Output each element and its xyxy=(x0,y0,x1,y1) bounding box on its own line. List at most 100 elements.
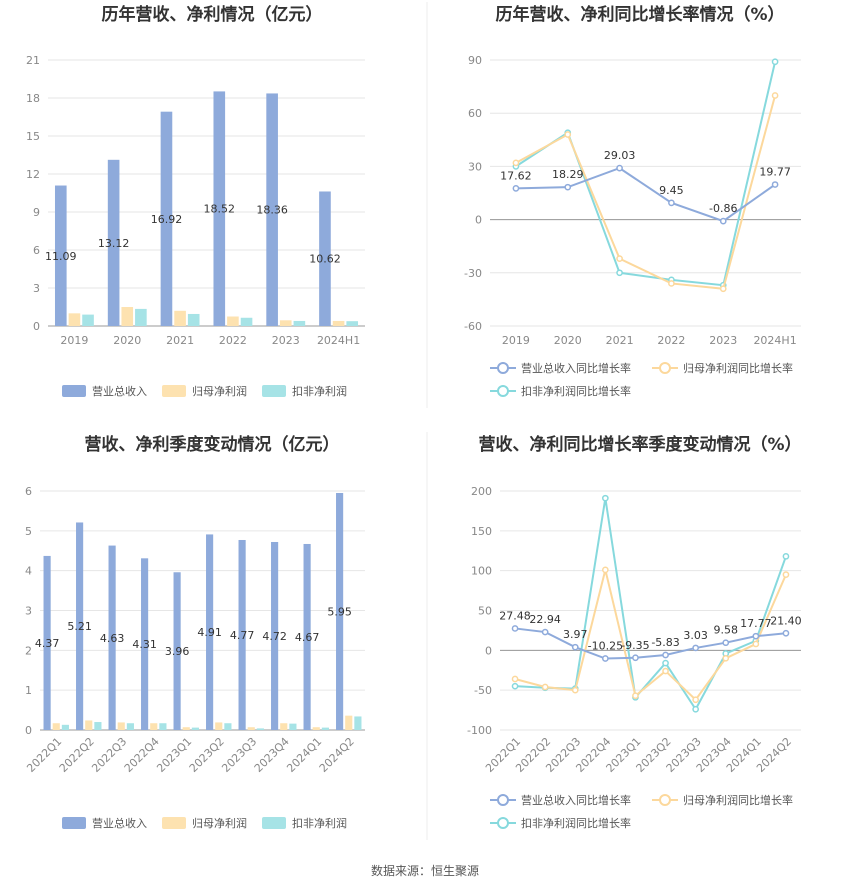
bar-net-profit xyxy=(117,722,125,730)
line-point xyxy=(771,58,779,66)
legend-swatch xyxy=(62,817,86,829)
line-point xyxy=(571,643,579,651)
x-tick-label: 2024H1 xyxy=(317,334,360,347)
bar-deducted-profit xyxy=(61,724,69,730)
y-tick-label: -100 xyxy=(467,724,492,737)
data-label: 4.37 xyxy=(35,637,60,650)
line-point xyxy=(719,217,727,225)
y-tick-label: 6 xyxy=(25,485,32,498)
y-tick-label: 3 xyxy=(33,282,40,295)
y-tick-label: 4 xyxy=(25,565,32,578)
bar-net-profit xyxy=(345,715,353,730)
bar-revenue xyxy=(108,545,116,730)
legend-marker xyxy=(497,362,509,374)
line-point xyxy=(571,686,579,694)
x-tick-label: 2022Q2 xyxy=(57,735,97,775)
y-tick-label: 1 xyxy=(25,684,32,697)
y-tick-label: 90 xyxy=(468,54,482,67)
data-label: 29.03 xyxy=(604,149,636,162)
line-point xyxy=(564,183,572,191)
bar-net-profit xyxy=(280,723,288,730)
data-label: 11.09 xyxy=(45,250,77,263)
legend-label: 归母净利润同比增长率 xyxy=(683,361,793,375)
line-point xyxy=(541,628,549,636)
x-tick-label: 2024H1 xyxy=(753,334,796,347)
bar-net-profit xyxy=(85,720,93,730)
y-tick-label: 30 xyxy=(468,160,482,173)
line-point xyxy=(511,682,519,690)
y-tick-label: 100 xyxy=(471,565,492,578)
series-line xyxy=(514,498,787,712)
line-point xyxy=(719,285,727,293)
bar-revenue xyxy=(141,558,149,730)
legend-marker xyxy=(497,385,509,397)
data-source-note: 数据来源：恒生聚源 xyxy=(370,864,479,878)
data-label: 17.62 xyxy=(500,169,532,182)
bar-deducted-profit xyxy=(135,308,147,326)
y-tick-label: 6 xyxy=(33,244,40,257)
bar-revenue xyxy=(336,492,344,730)
y-tick-label: 0 xyxy=(485,644,492,657)
x-tick-label: 2024Q2 xyxy=(317,735,357,775)
bar-deducted-profit xyxy=(159,723,167,730)
line-point xyxy=(632,692,639,700)
bar-net-profit xyxy=(150,723,158,730)
legend-label: 扣非净利润同比增长率 xyxy=(521,816,631,830)
bar-net-profit xyxy=(52,723,60,730)
data-label: 4.67 xyxy=(295,631,320,644)
bar-net-profit xyxy=(312,727,320,730)
bar-revenue xyxy=(213,91,226,326)
line-point xyxy=(662,667,669,675)
y-tick-label: 12 xyxy=(26,168,40,181)
legend-marker xyxy=(497,794,509,806)
data-label: 3.97 xyxy=(563,628,588,641)
legend-label: 营业总收入 xyxy=(92,816,147,830)
data-label: 4.91 xyxy=(197,626,222,639)
bar-net-profit xyxy=(332,320,345,326)
line-point xyxy=(722,639,730,647)
legend-swatch xyxy=(162,385,186,397)
bar-net-profit xyxy=(279,320,292,326)
bar-deducted-profit xyxy=(321,727,329,730)
data-label: 4.63 xyxy=(100,632,125,645)
x-tick-label: 2022Q1 xyxy=(24,735,64,775)
y-tick-label: -30 xyxy=(464,267,482,280)
data-label: 5.95 xyxy=(327,605,352,618)
line-point xyxy=(752,632,760,640)
y-tick-label: 3 xyxy=(25,605,32,618)
data-label: -10.25 xyxy=(588,639,623,652)
bar-revenue xyxy=(266,93,278,326)
bar-deducted-profit xyxy=(191,727,199,730)
data-label: 9.58 xyxy=(714,624,739,637)
bar-net-profit xyxy=(121,307,134,326)
y-tick-label: 21 xyxy=(26,54,40,67)
line-point xyxy=(602,566,609,574)
data-label: -0.86 xyxy=(709,202,737,215)
data-label: 13.12 xyxy=(98,237,130,250)
legend-label: 扣非净利润 xyxy=(292,816,347,830)
line-point xyxy=(602,494,609,502)
x-tick-label: 2020 xyxy=(113,334,141,347)
bar-deducted-profit xyxy=(82,314,94,326)
line-point xyxy=(616,255,623,262)
bar-revenue xyxy=(54,185,67,326)
legend-label: 归母净利润 xyxy=(192,384,247,398)
legend-label: 扣非净利润同比增长率 xyxy=(521,384,631,398)
y-tick-label: 60 xyxy=(468,107,482,120)
bar-revenue xyxy=(107,159,120,326)
y-tick-label: 0 xyxy=(475,214,482,227)
x-tick-label: 2020 xyxy=(554,334,582,347)
y-tick-label: -60 xyxy=(464,320,482,333)
legend-label: 归母净利润同比增长率 xyxy=(683,793,793,807)
x-tick-label: 2022 xyxy=(219,334,247,347)
x-tick-label: 2023Q2 xyxy=(187,735,227,775)
bar-deducted-profit xyxy=(94,722,102,730)
y-tick-label: 5 xyxy=(25,525,32,538)
bar-deducted-profit xyxy=(187,313,200,326)
line-point xyxy=(771,92,779,99)
x-tick-label: 2023Q1 xyxy=(154,735,194,775)
data-label: -5.83 xyxy=(651,636,679,649)
data-label: 3.96 xyxy=(165,645,190,658)
line-point xyxy=(616,269,623,277)
